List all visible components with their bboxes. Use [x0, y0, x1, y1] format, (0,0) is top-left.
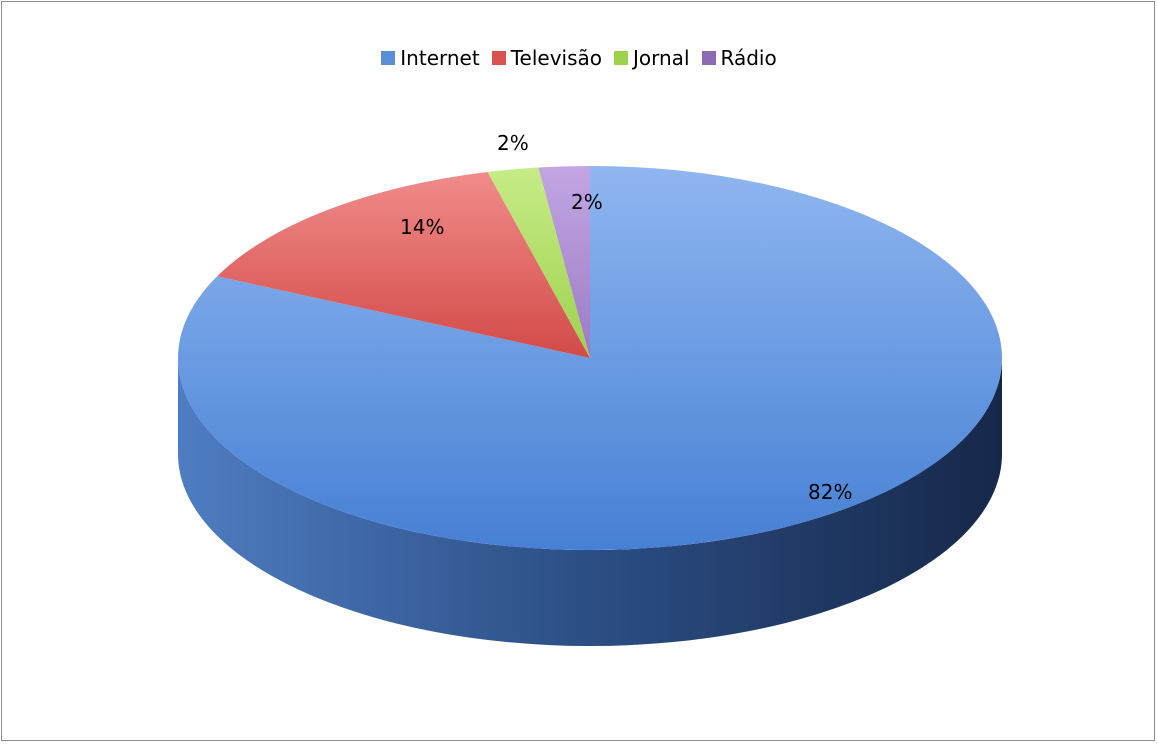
data-label-televisao: 14% [400, 215, 444, 239]
legend-swatch-radio [701, 51, 716, 65]
legend-swatch-televisao [491, 51, 506, 65]
legend-item-radio: Rádio [701, 46, 777, 70]
pie-side-wall [178, 358, 1002, 646]
legend-label-televisao: Televisão [510, 46, 602, 70]
legend: Internet Televisão Jornal Rádio [2, 46, 1156, 70]
data-label-radio: 2% [571, 190, 603, 214]
slice-radio [538, 166, 590, 358]
legend-item-internet: Internet [381, 46, 480, 70]
legend-label-internet: Internet [400, 46, 480, 70]
legend-label-radio: Rádio [720, 46, 777, 70]
legend-swatch-internet [381, 51, 396, 65]
legend-item-jornal: Jornal [614, 46, 690, 70]
data-label-internet: 82% [808, 480, 852, 504]
data-label-jornal: 2% [497, 131, 529, 155]
legend-swatch-jornal [614, 51, 628, 65]
legend-label-jornal: Jornal [633, 46, 690, 70]
slice-jornal [487, 167, 590, 358]
legend-item-televisao: Televisão [491, 46, 602, 70]
slice-televisao [217, 172, 591, 358]
